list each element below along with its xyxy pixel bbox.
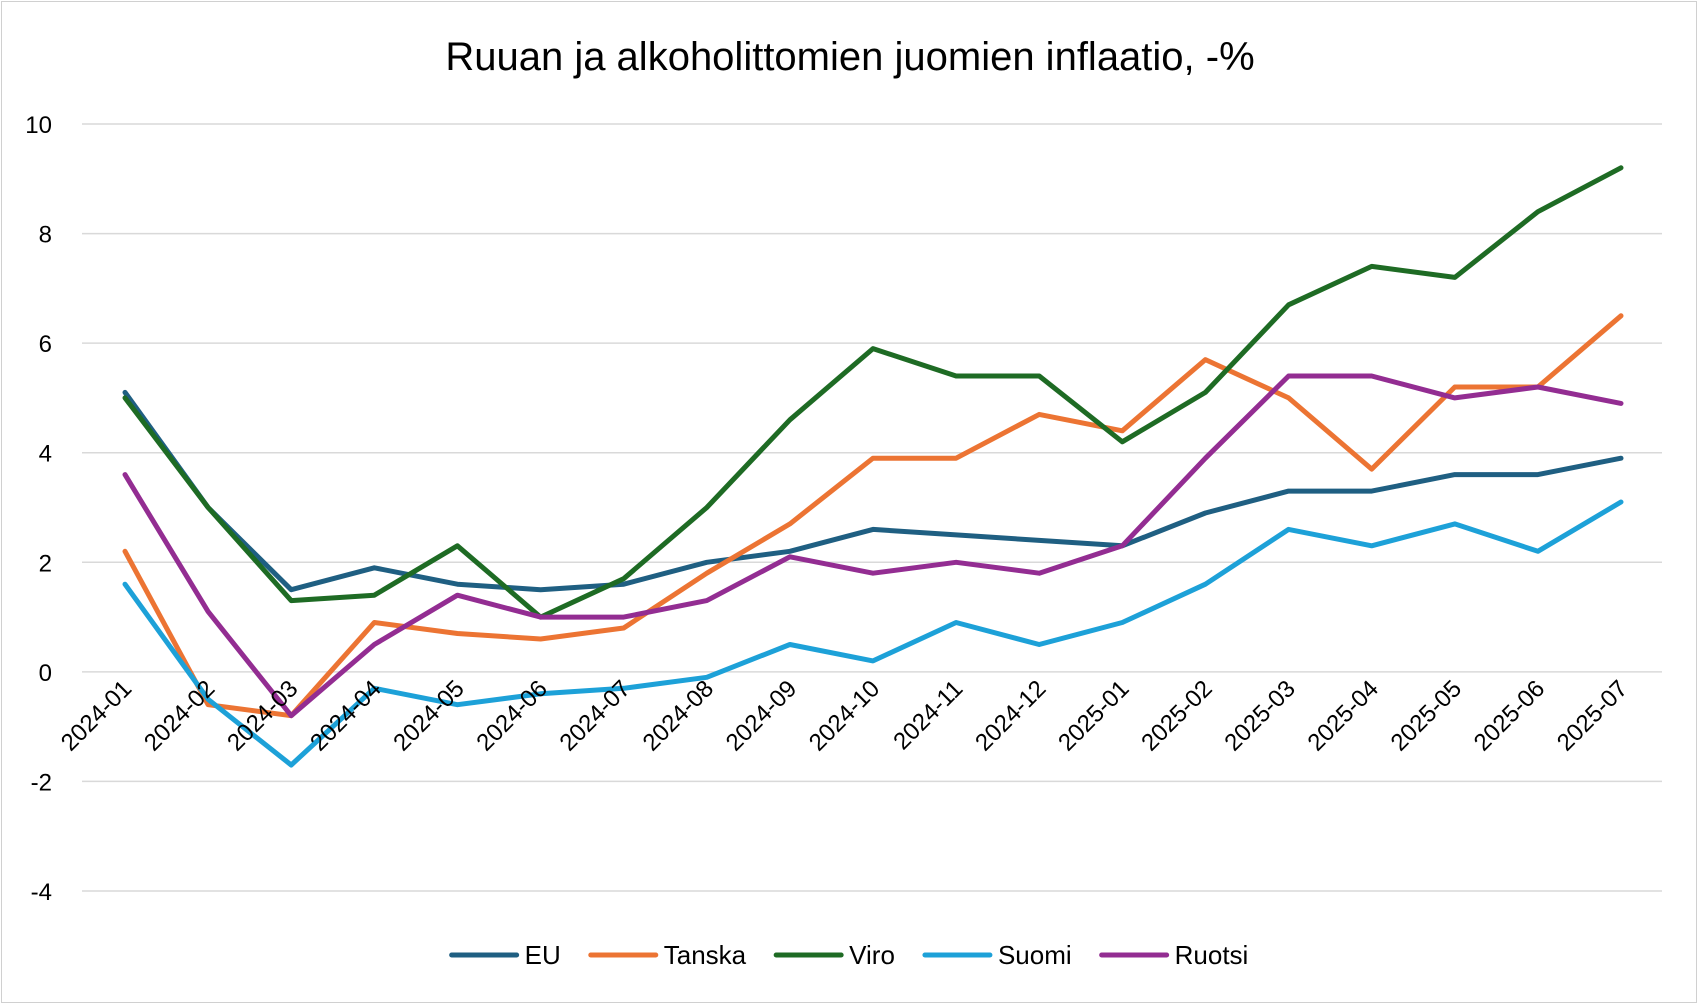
x-tick-label: 2024-06 xyxy=(471,675,552,756)
chart-title: Ruuan ja alkoholittomien juomien inflaat… xyxy=(445,35,1254,79)
series-line-ruotsi xyxy=(122,373,1624,719)
legend-label: Tanska xyxy=(664,940,747,970)
legend-item-eu: EU xyxy=(449,940,561,970)
legend-label: Suomi xyxy=(998,940,1072,970)
x-tick-label: 2024-11 xyxy=(888,675,968,755)
legend-label: Viro xyxy=(849,940,895,970)
x-tick-label: 2024-09 xyxy=(721,675,802,756)
y-tick-label: 6 xyxy=(39,331,52,358)
y-tick-label: -4 xyxy=(31,879,52,906)
y-tick-label: 4 xyxy=(39,441,52,468)
series-line-eu xyxy=(122,389,1624,593)
legend-item-tanska: Tanska xyxy=(588,940,747,970)
legend-label: Ruotsi xyxy=(1175,940,1249,970)
y-tick-label: 2 xyxy=(39,550,52,577)
x-tick-label: 2025-01 xyxy=(1053,675,1134,756)
legend: EU Tanska Viro Suomi Ruotsi xyxy=(449,940,1249,970)
x-tick-label: 2024-05 xyxy=(388,675,469,756)
x-tick-label: 2025-06 xyxy=(1469,675,1550,756)
x-tick-label: 2024-01 xyxy=(56,675,137,756)
y-axis-ticks: -4 -2 0 2 4 6 8 10 xyxy=(25,112,52,906)
series-layer xyxy=(122,165,1624,768)
legend-item-viro: Viro xyxy=(773,940,895,970)
x-tick-label: 2025-02 xyxy=(1136,675,1217,756)
y-tick-label: 10 xyxy=(25,112,52,139)
x-tick-label: 2024-12 xyxy=(970,675,1051,756)
legend-item-ruotsi: Ruotsi xyxy=(1099,940,1249,970)
grid-layer xyxy=(82,123,1662,892)
x-tick-label: 2025-05 xyxy=(1386,675,1467,756)
y-tick-label: 8 xyxy=(39,222,52,249)
x-tick-label: 2025-07 xyxy=(1552,675,1633,756)
x-tick-label: 2024-07 xyxy=(555,675,636,756)
x-tick-label: 2024-02 xyxy=(139,675,220,756)
series-line-viro xyxy=(122,165,1624,620)
y-tick-label: -2 xyxy=(31,769,52,796)
legend-item-suomi: Suomi xyxy=(922,940,1072,970)
legend-label: EU xyxy=(525,940,561,970)
y-tick-label: 0 xyxy=(39,660,52,687)
series-line-suomi xyxy=(122,499,1624,768)
x-tick-label: 2025-03 xyxy=(1219,675,1300,756)
x-tick-label: 2025-04 xyxy=(1303,675,1384,756)
x-tick-label: 2024-10 xyxy=(804,675,885,756)
series-line-tanska xyxy=(122,313,1624,719)
